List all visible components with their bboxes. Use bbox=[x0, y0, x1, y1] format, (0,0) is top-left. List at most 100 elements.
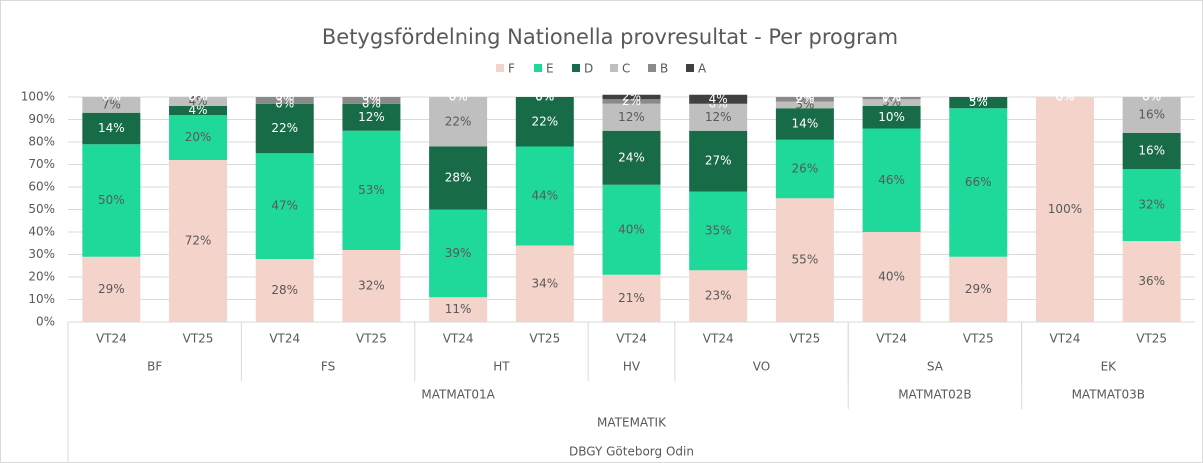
data-label: 20% bbox=[185, 130, 212, 144]
data-label: 47% bbox=[271, 199, 298, 213]
x-group-label: HT bbox=[493, 360, 510, 374]
y-tick-label: 80% bbox=[28, 135, 55, 149]
data-label: 0% bbox=[189, 90, 208, 104]
bar-segment bbox=[775, 97, 834, 102]
bar-segment bbox=[255, 97, 314, 104]
legend-label: E bbox=[546, 62, 554, 76]
bar-segment bbox=[689, 270, 748, 322]
data-label: 2% bbox=[795, 92, 814, 106]
data-label: 11% bbox=[445, 302, 472, 316]
x-group-label: HV bbox=[623, 360, 641, 374]
data-label: 29% bbox=[965, 282, 992, 296]
data-label: 0% bbox=[882, 90, 901, 104]
legend-swatch bbox=[496, 64, 504, 72]
bar-segment bbox=[255, 153, 314, 259]
data-label: 44% bbox=[531, 189, 558, 203]
data-label: 0% bbox=[1055, 90, 1074, 104]
data-label: 72% bbox=[185, 234, 212, 248]
legend-swatch bbox=[610, 64, 618, 72]
x-tick-label: VT24 bbox=[1050, 332, 1081, 346]
bar-segment bbox=[862, 106, 921, 129]
bar-segment bbox=[775, 198, 834, 322]
x-group-label: SA bbox=[927, 360, 944, 374]
data-label: 0% bbox=[535, 90, 554, 104]
y-tick-label: 70% bbox=[28, 157, 55, 171]
data-label: 32% bbox=[1138, 198, 1165, 212]
x-tick-label: VT25 bbox=[963, 332, 994, 346]
x-group-label: MATMAT02B bbox=[898, 388, 971, 402]
data-label: 100% bbox=[1048, 202, 1082, 216]
data-label: 16% bbox=[1138, 108, 1165, 122]
bar-segment bbox=[82, 256, 141, 322]
bar-segment bbox=[342, 250, 401, 322]
data-label: 0% bbox=[1142, 90, 1161, 104]
bar-segment bbox=[429, 146, 488, 210]
x-group-label: EK bbox=[1101, 360, 1118, 374]
data-label: 39% bbox=[445, 246, 472, 260]
data-label: 0% bbox=[969, 90, 988, 104]
data-label: 14% bbox=[792, 117, 819, 131]
data-label: 0% bbox=[449, 90, 468, 104]
bar-segment bbox=[949, 108, 1008, 257]
data-label: 2% bbox=[622, 90, 641, 104]
bar-segment bbox=[515, 97, 574, 147]
data-label: 0% bbox=[535, 90, 554, 104]
bar-segment bbox=[862, 97, 921, 100]
data-label: 10% bbox=[878, 110, 905, 124]
bar-segment bbox=[1122, 133, 1181, 169]
data-label: 0% bbox=[1142, 90, 1161, 104]
data-label: 28% bbox=[445, 171, 472, 185]
legend-swatch bbox=[686, 64, 694, 72]
data-label: 0% bbox=[1055, 90, 1074, 104]
data-label: 14% bbox=[98, 121, 125, 135]
data-label: 36% bbox=[1138, 274, 1165, 288]
data-label: 0% bbox=[275, 90, 294, 104]
data-label: 22% bbox=[531, 114, 558, 128]
bar-segment bbox=[602, 130, 661, 185]
bar-segment bbox=[862, 99, 921, 106]
y-tick-label: 100% bbox=[21, 90, 55, 104]
x-group-label: BF bbox=[147, 360, 162, 374]
data-label: 3% bbox=[275, 93, 294, 107]
bar-segment bbox=[1122, 97, 1181, 133]
y-tick-label: 30% bbox=[28, 247, 55, 261]
bar-segment bbox=[775, 101, 834, 109]
data-label: 16% bbox=[1138, 144, 1165, 158]
data-label: 32% bbox=[358, 279, 385, 293]
x-group-label: FS bbox=[321, 360, 335, 374]
bar-segment bbox=[429, 297, 488, 322]
bar-segment bbox=[862, 232, 921, 322]
bar-segment bbox=[689, 103, 748, 131]
data-label: 21% bbox=[618, 291, 645, 305]
bar-segment bbox=[689, 94, 748, 104]
x-tick-label: VT24 bbox=[96, 332, 127, 346]
y-tick-label: 20% bbox=[28, 270, 55, 284]
bar-segment bbox=[602, 103, 661, 131]
data-label: 0% bbox=[969, 90, 988, 104]
x-group-label: MATEMATIK bbox=[597, 416, 667, 430]
bar-segment bbox=[169, 106, 228, 115]
bar-segment bbox=[602, 184, 661, 275]
legend-swatch bbox=[534, 64, 542, 72]
bar-segment bbox=[1122, 241, 1181, 322]
x-group-label: MATMAT03B bbox=[1072, 388, 1145, 402]
data-label: 29% bbox=[98, 282, 125, 296]
legend-swatch bbox=[648, 64, 656, 72]
data-label: 7% bbox=[102, 97, 121, 111]
y-tick-label: 60% bbox=[28, 180, 55, 194]
data-label: 12% bbox=[358, 110, 385, 124]
legend-label: C bbox=[622, 62, 630, 76]
bar-segment bbox=[949, 256, 1008, 322]
bar-segment bbox=[342, 130, 401, 250]
data-label: 0% bbox=[1055, 90, 1074, 104]
bar-segment bbox=[255, 259, 314, 322]
data-label: 0% bbox=[102, 90, 121, 104]
bar-segment bbox=[342, 97, 401, 104]
data-label: 0% bbox=[795, 90, 814, 104]
bar-segment bbox=[82, 112, 141, 145]
x-group-label: VO bbox=[753, 360, 770, 374]
data-label: 0% bbox=[362, 90, 381, 104]
x-tick-label: VT24 bbox=[616, 332, 647, 346]
data-label: 0% bbox=[1055, 90, 1074, 104]
